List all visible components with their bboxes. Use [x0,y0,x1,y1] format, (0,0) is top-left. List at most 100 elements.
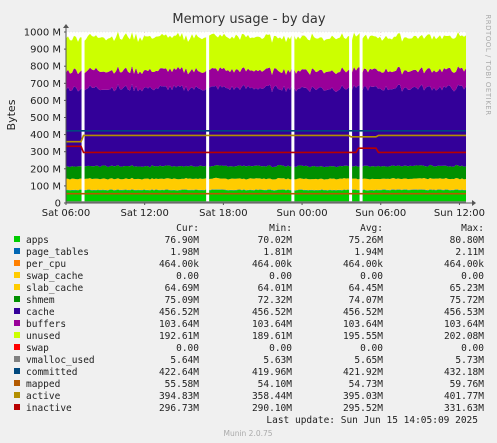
munin-version: Munin 2.0.75 [223,429,272,438]
series-lines [66,130,466,203]
area-shmem [66,164,466,180]
legend-max-swap_cache: 0.00 [461,271,484,282]
area-slab_cache [66,177,466,191]
legend-min-buffers: 103.64M [252,319,292,330]
legend-cur-committed: 422.64M [159,367,199,378]
legend-swatch-vmalloc_used [14,356,20,362]
legend-min-cache: 456.52M [252,307,292,318]
legend-min-active: 358.44M [252,391,292,402]
legend-cur-page_tables: 1.98M [170,247,199,258]
legend-name-inactive: inactive [26,403,72,414]
legend-min-inactive: 290.10M [252,403,292,414]
x-tick-label: Sun 12:00 [434,208,485,219]
area-buffers [66,65,466,93]
y-tick-label: 1000 M [24,28,61,39]
legend-name-active: active [26,391,61,402]
y-tick-label: 600 M [30,96,61,107]
legend-cur-apps: 76.90M [165,235,200,246]
area-apps [66,189,466,203]
legend-name-shmem: shmem [26,295,55,306]
legend-swatch-shmem [14,296,20,302]
legend-cur-active: 394.83M [159,391,199,402]
area-page_tables [66,189,466,191]
legend-swatch-mapped [14,380,20,386]
legend-avg-swap_cache: 0.00 [360,271,383,282]
legend-swatch-swap_cache [14,272,20,278]
legend-max-buffers: 103.64M [444,319,484,330]
y-tick-labels: 0 100 M 200 M 300 M 400 M 500 M 600 M 700 M 800 … [24,28,66,210]
legend-min-vmalloc_used: 5.63M [263,355,292,366]
area-cache [66,84,466,168]
legend-min-per_cpu: 464.00k [252,259,292,270]
y-axis-arrow [63,24,69,28]
legend-avg-shmem: 74.07M [349,295,384,306]
legend-name-unused: unused [26,331,60,342]
legend-avg-mapped: 54.73M [349,379,384,390]
legend-avg-active: 395.03M [343,391,383,402]
legend-min-committed: 419.96M [252,367,292,378]
legend-column-header: Avg: [360,223,383,234]
legend-cur-swap_cache: 0.00 [176,271,199,282]
legend-cur-cache: 456.52M [159,307,199,318]
legend-name-page_tables: page_tables [26,247,89,258]
gap-band-4 [359,32,363,203]
legend-swatch-page_tables [14,248,20,254]
rrdtool-credit: RRDTOOL / TOBI OETIKER [484,14,492,115]
legend-min-apps: 70.02M [258,235,293,246]
legend-min-swap: 0.00 [269,343,292,354]
legend-swatch-unused [14,332,20,338]
legend-avg-buffers: 103.64M [343,319,383,330]
y-tick-label: 0 [55,199,61,210]
y-axis-label: Bytes [5,99,18,130]
x-tick-labels: Sat 06:00 Sat 12:00 Sat 18:00 Sun 00:00 Sun … [42,203,485,219]
stacked-areas [66,31,466,203]
legend-name-vmalloc_used: vmalloc_used [26,355,95,366]
legend-avg-inactive: 295.52M [343,403,383,414]
legend-name-cache: cache [26,307,55,318]
legend-avg-apps: 75.26M [349,235,384,246]
legend-max-mapped: 59.76M [450,379,485,390]
legend-name-apps: apps [26,235,49,246]
legend-avg-cache: 456.52M [343,307,383,318]
x-tick-label: Sat 18:00 [199,208,247,219]
legend-min-swap_cache: 0.00 [269,271,292,282]
legend-name-per_cpu: per_cpu [26,259,66,270]
legend-avg-swap: 0.00 [360,343,383,354]
legend-column-header: Min: [269,223,292,234]
legend-name-swap: swap [26,343,49,354]
line-active [66,134,466,143]
legend-max-unused: 202.08M [444,331,484,342]
legend-swatch-per_cpu [14,260,20,266]
legend-avg-slab_cache: 64.45M [349,283,384,294]
legend-swatch-apps [14,236,20,242]
legend-max-per_cpu: 464.00k [444,259,484,270]
y-tick-label: 500 M [30,113,61,124]
legend-max-apps: 80.80M [450,235,485,246]
legend-name-swap_cache: swap_cache [26,271,83,282]
y-tick-label: 900 M [30,45,61,56]
legend-cur-shmem: 75.09M [165,295,200,306]
y-tick-label: 800 M [30,62,61,73]
legend-cur-per_cpu: 464.00k [159,259,199,270]
legend-swatch-buffers [14,320,20,326]
legend-max-vmalloc_used: 5.73M [455,355,484,366]
legend-swatch-cache [14,308,20,314]
gap-band-1 [206,32,210,203]
area-per_cpu [66,189,466,191]
legend-avg-per_cpu: 464.00k [343,259,383,270]
legend-name-buffers: buffers [26,319,66,330]
legend-cur-unused: 192.61M [159,331,199,342]
legend-min-slab_cache: 64.01M [258,283,293,294]
legend-avg-vmalloc_used: 5.65M [354,355,383,366]
y-tick-label: 300 M [30,147,61,158]
legend-cur-mapped: 55.58M [165,379,200,390]
x-tick-label: Sat 06:00 [42,208,90,219]
x-tick-label: Sun 06:00 [355,208,406,219]
area-unused [66,31,466,75]
legend-cur-buffers: 103.64M [159,319,199,330]
legend-column-header: Cur: [176,223,199,234]
x-axis-arrow [472,200,476,206]
legend-max-inactive: 331.63M [444,403,484,414]
legend-name-committed: committed [26,367,77,378]
